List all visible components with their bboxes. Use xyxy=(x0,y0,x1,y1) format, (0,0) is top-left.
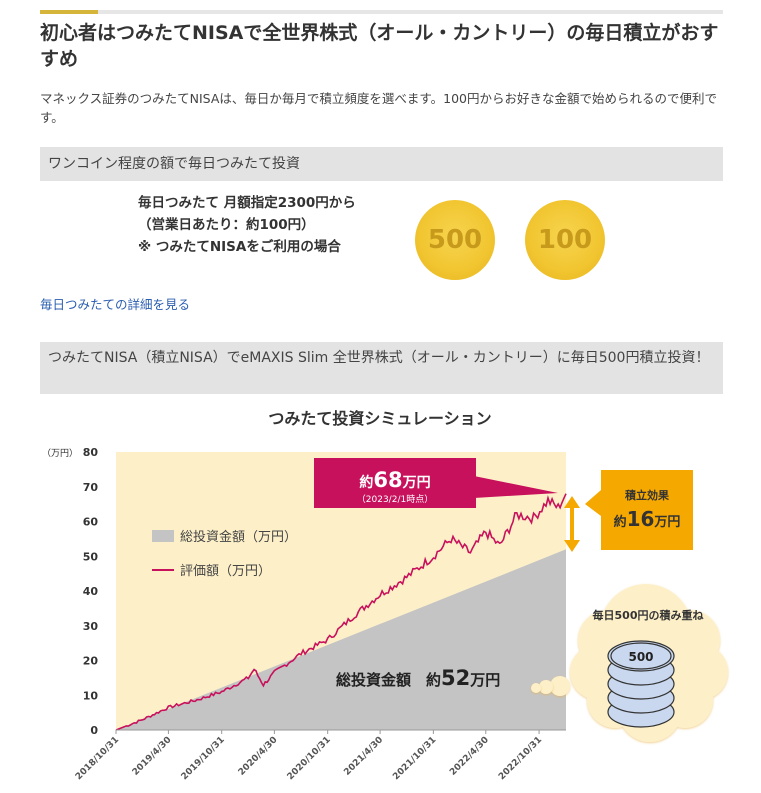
cloud-bubble xyxy=(550,676,570,696)
final-value-date: （2023/2/1時点） xyxy=(357,494,433,505)
x-tick-label: 2019/4/30 xyxy=(131,735,174,778)
cloud-bubble xyxy=(531,683,541,693)
y-axis-unit: （万円） xyxy=(42,448,78,459)
y-tick-label: 0 xyxy=(90,724,98,737)
x-tick-label: 2021/10/31 xyxy=(391,735,438,782)
plan-description: 毎日つみたて 月額指定2300円から （営業日あたり：約100円） ※ つみたて… xyxy=(138,192,356,258)
cloud-caption: 毎日500円の積み重ね xyxy=(593,608,704,622)
series-valuation-line xyxy=(115,493,567,731)
cloud-bubble xyxy=(539,680,553,694)
simulation-chart: つみたて投資シミュレーション （万円） 0 10 20 30 40 50 60 70 80 20… xyxy=(42,409,728,782)
legend-label-investment: 総投資金額（万円） xyxy=(180,529,297,545)
final-value-label: 約68万円 xyxy=(359,468,430,492)
x-tick-label: 2020/10/31 xyxy=(286,735,333,782)
y-tick-label: 80 xyxy=(83,446,99,459)
y-tick-label: 20 xyxy=(83,655,99,668)
y-tick-label: 40 xyxy=(83,585,99,598)
daily-details-link[interactable]: 毎日つみたての詳細を見る xyxy=(40,297,191,312)
effect-title: 積立効果 xyxy=(624,488,669,502)
effect-callout-pointer xyxy=(585,490,601,516)
y-tick-label: 60 xyxy=(83,516,99,529)
plan-line-1: 毎日つみたて 月額指定2300円から xyxy=(138,195,356,211)
x-tick-label: 2020/4/30 xyxy=(237,735,280,778)
x-tick-label: 2022/10/31 xyxy=(497,735,544,782)
investment-total-label: 総投資金額 約52万円 xyxy=(336,666,500,690)
y-tick-label: 70 xyxy=(83,481,99,494)
effect-callout xyxy=(601,470,693,550)
chart-title: つみたて投資シミュレーション xyxy=(268,409,491,428)
y-tick-label: 10 xyxy=(83,689,99,702)
effect-arrow-down-icon xyxy=(564,540,580,552)
x-tick-label: 2018/10/31 xyxy=(74,735,121,782)
page-title: 初心者はつみたてNISAで全世界株式（オール・カントリー）の毎日積立がおすすめ xyxy=(40,22,719,70)
x-tick-label: 2019/10/31 xyxy=(180,735,227,782)
legend-swatch-investment xyxy=(152,530,174,542)
series-total-investment-area xyxy=(116,549,566,730)
heading-rule-accent xyxy=(40,10,98,14)
coin-500-icon: 500 xyxy=(415,200,495,280)
x-tick-label: 2022/4/30 xyxy=(448,735,491,778)
coin-stack-icon xyxy=(607,640,675,728)
intro-text: マネックス証券のつみたてNISAは、毎日か毎月で積立頻度を選べます。100円から… xyxy=(40,91,717,125)
section-header-daily: ワンコイン程度の額で毎日つみたて投資 xyxy=(40,147,723,181)
final-value-callout-pointer xyxy=(474,476,558,498)
legend-label-valuation: 評価額（万円） xyxy=(180,564,271,579)
y-tick-label: 30 xyxy=(83,620,99,633)
section-header-simulation: つみたてNISA（積立NISA）でeMAXIS Slim 全世界株式（オール・カ… xyxy=(40,342,723,394)
plan-line-3: ※ つみたてNISAをご利用の場合 xyxy=(138,239,341,255)
heading-rule xyxy=(40,10,723,14)
effect-value: 約16万円 xyxy=(614,507,681,531)
final-value-callout xyxy=(314,458,476,508)
effect-arrow-up-icon xyxy=(564,496,580,508)
coin-stack-label: 500 xyxy=(628,650,653,664)
x-tick-label: 2021/4/30 xyxy=(342,735,385,778)
coin-100-icon: 100 xyxy=(525,200,605,280)
y-tick-label: 50 xyxy=(83,550,99,563)
plan-line-2: （営業日あたり：約100円） xyxy=(138,217,315,233)
